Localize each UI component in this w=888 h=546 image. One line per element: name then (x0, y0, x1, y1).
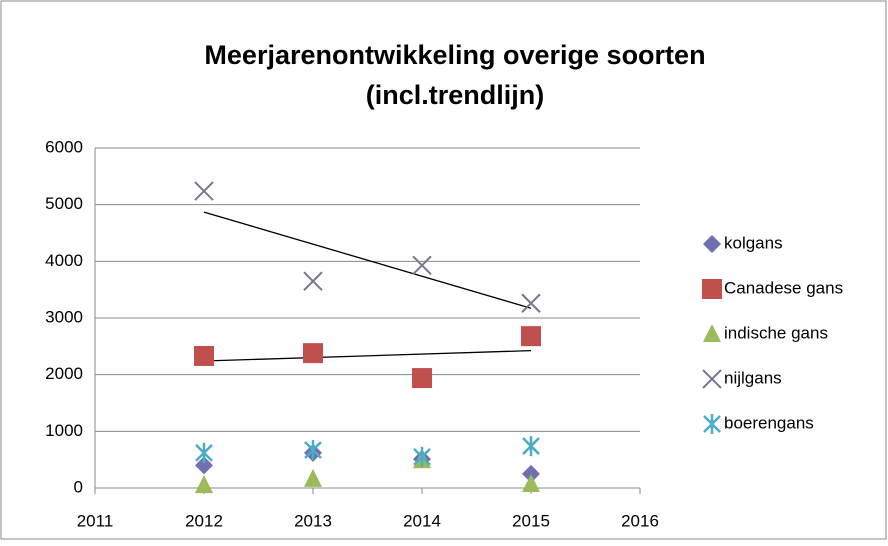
marker (703, 414, 721, 434)
marker (194, 181, 214, 201)
legend-label: Canadese gans (724, 278, 843, 297)
y-tick-label: 2000 (45, 364, 83, 383)
x-tick-label: 2013 (294, 511, 332, 530)
marker (522, 474, 540, 493)
marker (702, 369, 722, 389)
marker (195, 456, 213, 475)
marker (412, 255, 432, 276)
marker (703, 235, 721, 253)
marker (522, 464, 540, 483)
marker (303, 271, 323, 291)
y-tick-label: 4000 (45, 251, 83, 270)
marker (304, 468, 322, 487)
y-tick-label: 1000 (45, 421, 83, 440)
marker (413, 446, 431, 467)
marker (194, 345, 214, 366)
y-tick-label: 6000 (45, 137, 83, 156)
x-tick-label: 2016 (621, 511, 659, 530)
legend-label: indische gans (724, 323, 828, 342)
marker (304, 440, 322, 461)
x-tick-label: 2012 (185, 511, 223, 530)
y-tick-label: 3000 (45, 307, 83, 326)
marker (521, 326, 541, 347)
legend-label: nijlgans (724, 368, 782, 387)
marker (412, 368, 432, 389)
chart-title: Meerjarenontwikkeling overige soorten (204, 40, 705, 70)
legend-label: boerengans (724, 413, 814, 432)
marker (703, 324, 721, 342)
x-tick-label: 2015 (512, 511, 550, 530)
x-tick-label: 2011 (77, 511, 114, 530)
trendline (203, 349, 532, 362)
marker (702, 279, 722, 299)
marker (195, 442, 213, 463)
marker (195, 475, 213, 494)
legend-label: kolgans (724, 233, 783, 252)
chart-subtitle: (incl.trendlijn) (366, 80, 545, 110)
marker (521, 293, 541, 313)
x-tick-label: 2014 (403, 511, 441, 530)
trendline (203, 211, 532, 309)
marker (522, 436, 540, 457)
y-tick-label: 0 (74, 477, 83, 496)
marker (303, 343, 323, 364)
y-tick-label: 5000 (45, 194, 83, 213)
